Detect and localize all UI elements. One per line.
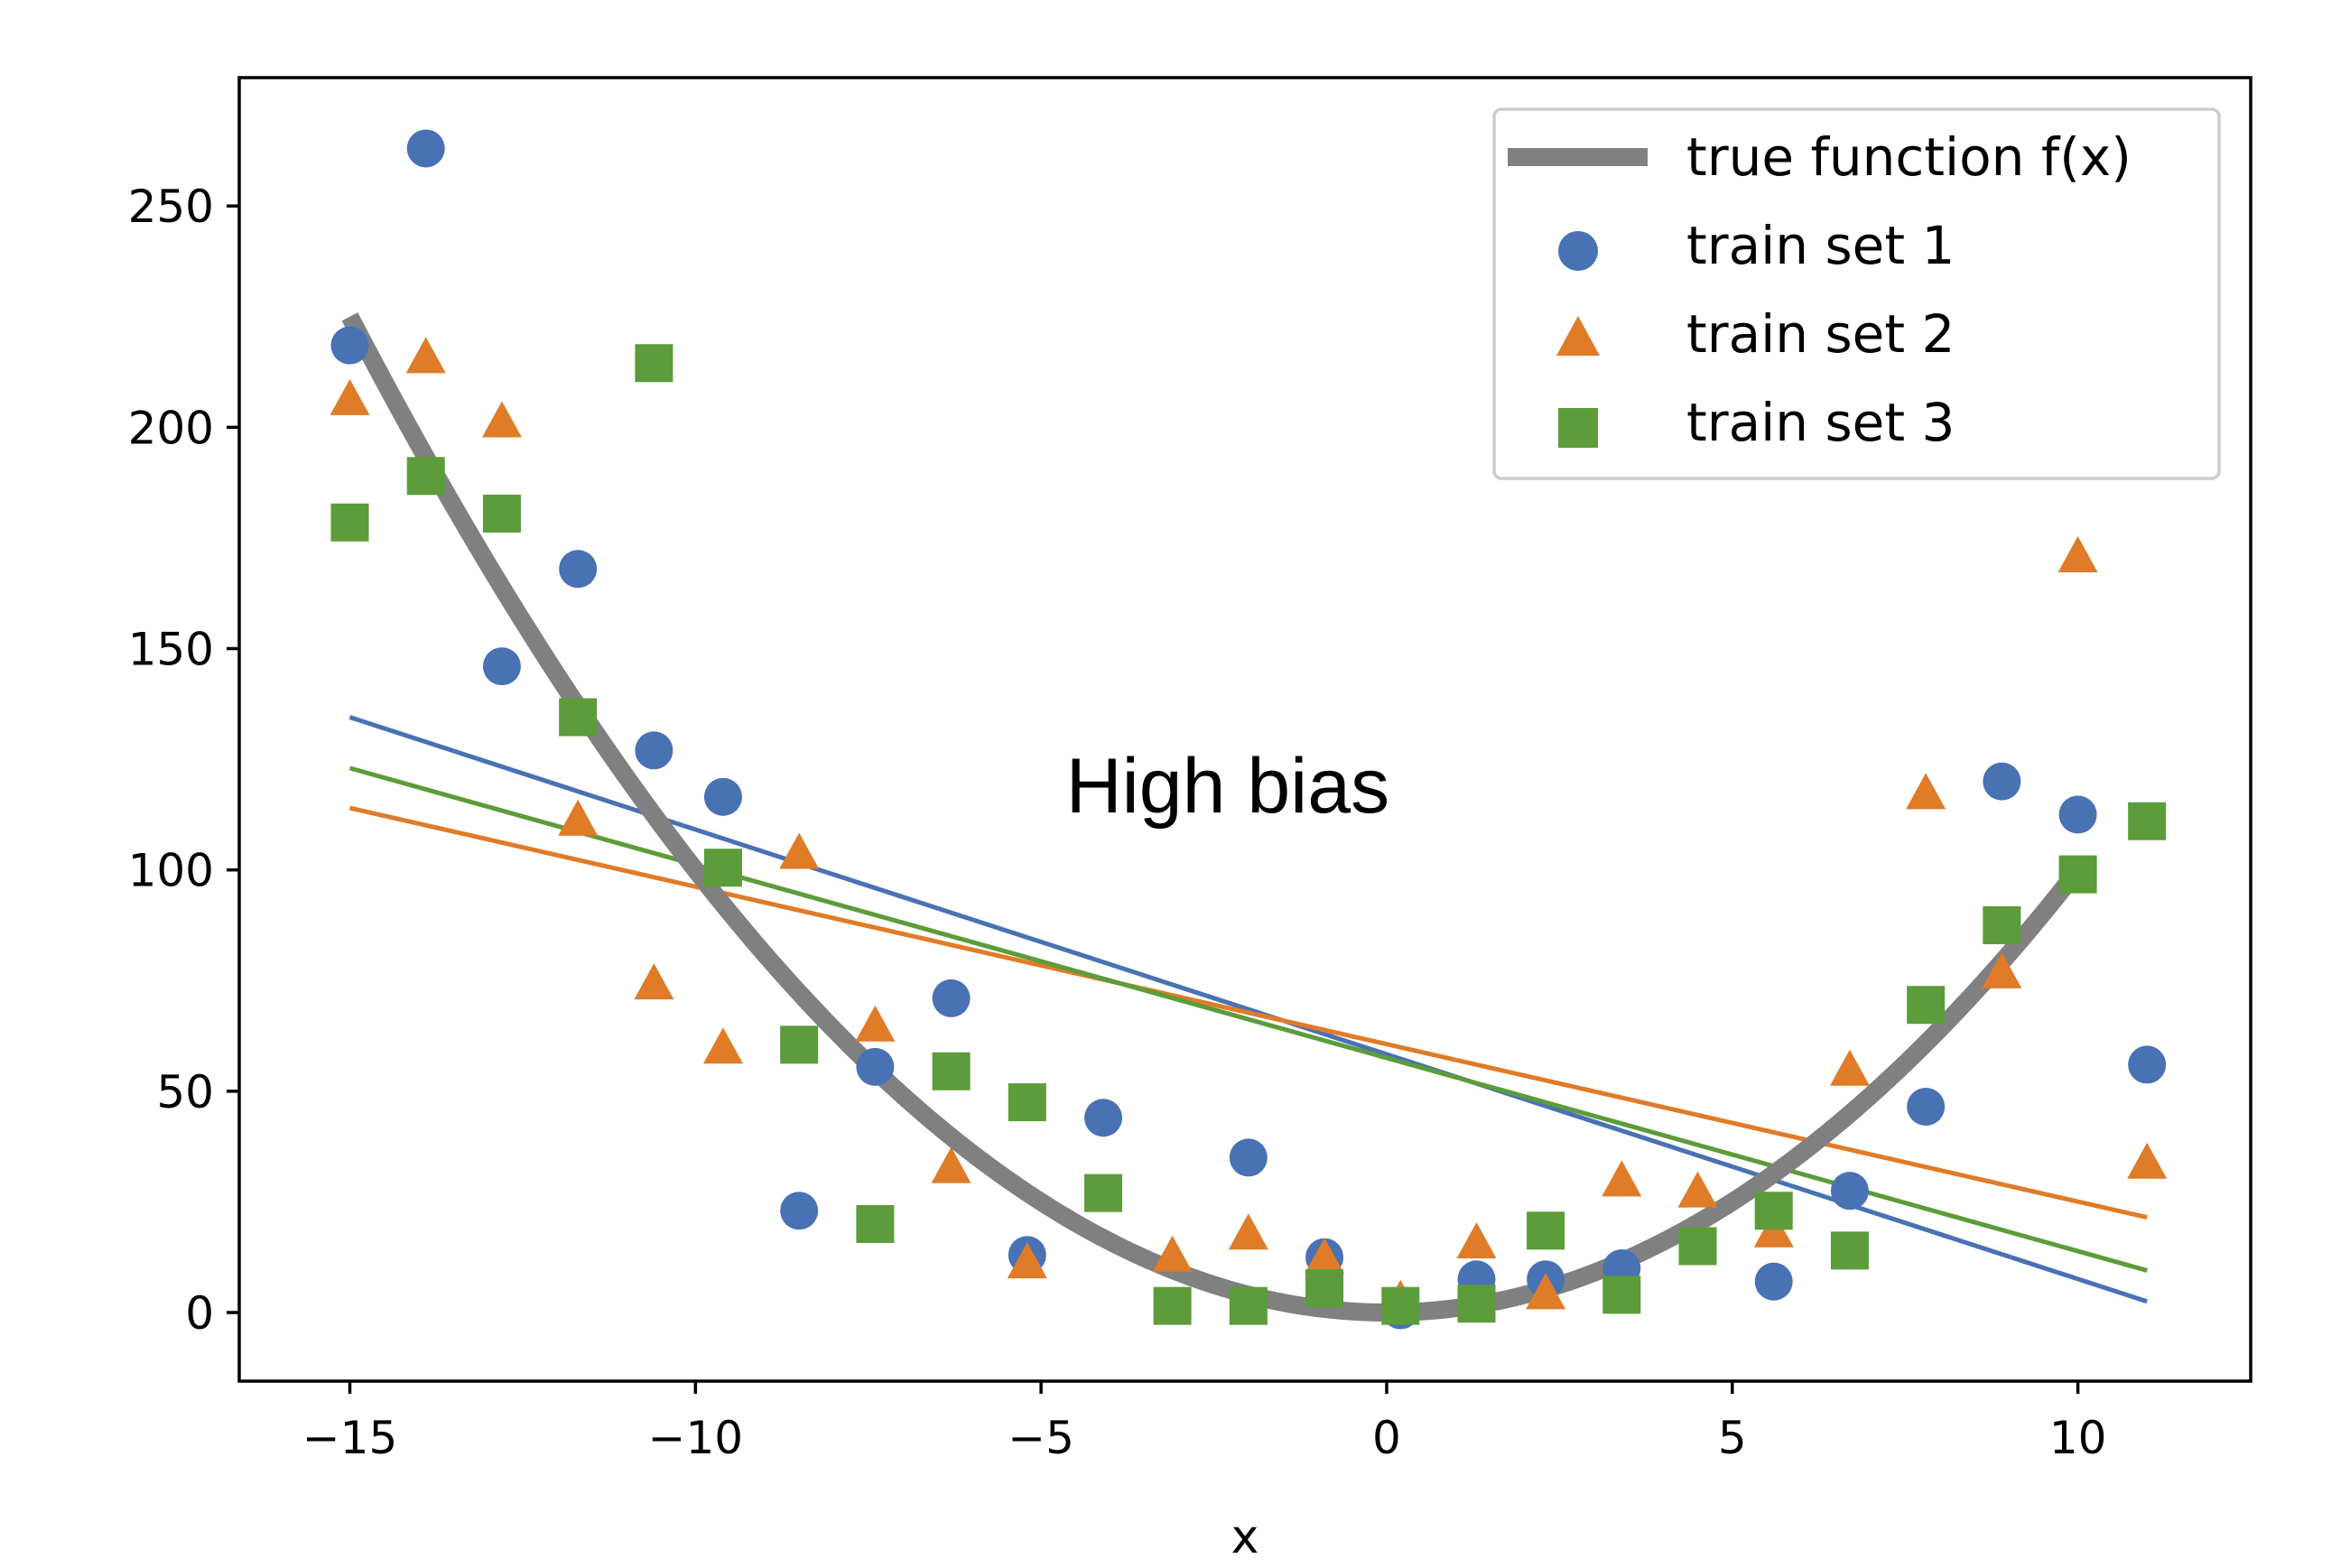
true-function-curve <box>341 312 2085 1322</box>
train-set-1-point <box>2058 795 2097 834</box>
x-axis-label: x <box>1231 1510 1259 1564</box>
fit-line-train-set-2 <box>348 805 2148 1220</box>
train-set-3-point <box>2128 802 2167 840</box>
y-tick-label: 0 <box>185 1287 214 1340</box>
train-set-2-point <box>855 1005 896 1042</box>
x-tick-label: −5 <box>1008 1412 1074 1464</box>
train-set-2-point <box>2127 1142 2168 1179</box>
x-tick-label: 10 <box>2049 1412 2107 1464</box>
legend-true-function-label: true function f(x) <box>1686 126 2132 188</box>
train-set-2-point <box>2057 536 2098 572</box>
train-set-3-point <box>1381 1286 1420 1325</box>
train-set-1-point <box>2128 1045 2167 1084</box>
train-set-3-point <box>780 1025 819 1064</box>
train-set-3-point <box>635 344 673 383</box>
train-set-2-point <box>634 963 674 1000</box>
data-markers <box>330 129 2168 1330</box>
x-tick-label: −15 <box>302 1412 398 1464</box>
train-set-2-point <box>558 799 599 836</box>
train-set-1-point <box>482 647 521 686</box>
train-set-3-point <box>1527 1211 1565 1250</box>
legend-train-set-1-marker <box>1558 231 1598 271</box>
train-set-1-point <box>330 326 369 365</box>
train-set-1-point <box>780 1192 819 1230</box>
legend-train-set-3-marker <box>1558 408 1598 448</box>
train-set-3-point <box>1602 1276 1641 1314</box>
y-tick-label: 250 <box>128 181 214 233</box>
train-set-2-point <box>779 832 820 869</box>
train-set-3-point <box>330 503 369 542</box>
train-set-1-point <box>406 129 445 168</box>
train-set-3-point <box>1008 1083 1046 1122</box>
train-set-1-point <box>856 1047 895 1086</box>
y-tick-label: 200 <box>128 402 214 454</box>
legend-train-set-3-label: train set 3 <box>1686 392 1955 453</box>
train-set-3-point <box>1153 1286 1192 1325</box>
train-set-2-point <box>1982 951 2022 988</box>
train-set-2-point <box>1906 773 1946 810</box>
x-tick-label: −10 <box>648 1412 744 1464</box>
train-set-2-point <box>1526 1273 1566 1310</box>
legend-train-set-2-label: train set 2 <box>1686 303 1955 365</box>
y-tick-label: 150 <box>128 624 214 676</box>
train-set-2-point <box>931 1146 971 1183</box>
train-set-3-point <box>932 1052 971 1090</box>
high-bias-annotation: High bias <box>1066 743 1390 830</box>
train-set-3-point <box>1229 1286 1268 1325</box>
train-set-3-point <box>482 494 521 533</box>
train-set-3-point <box>1830 1231 1869 1270</box>
train-set-3-point <box>1678 1227 1717 1266</box>
legend-train-set-2-marker <box>1556 316 1600 356</box>
train-set-3-point <box>559 698 598 737</box>
true-function <box>341 312 2085 1322</box>
train-set-2-point <box>330 378 370 415</box>
train-set-2-point <box>1007 1242 1047 1279</box>
train-set-2-point <box>1829 1049 1870 1086</box>
x-axis: −15 −10 −5 0 5 10 <box>302 1381 2107 1464</box>
plot-frame <box>237 76 2252 1383</box>
train-set-1-point <box>1084 1099 1123 1137</box>
train-set-3-point <box>1754 1192 1793 1230</box>
legend-train-set-1-label: train set 1 <box>1686 215 1955 276</box>
train-set-3-point <box>1084 1174 1123 1212</box>
y-tick-label: 100 <box>128 845 214 897</box>
train-set-1-point <box>1907 1088 1946 1126</box>
train-set-2-point <box>1152 1235 1193 1272</box>
train-set-1-point <box>932 979 971 1017</box>
train-set-1-point <box>559 550 598 589</box>
train-set-3-point <box>1907 986 1946 1025</box>
train-set-1-point <box>1754 1262 1793 1301</box>
train-set-2-point <box>405 337 446 374</box>
train-set-1-point <box>1229 1138 1268 1177</box>
train-set-3-point <box>703 849 742 887</box>
train-set-3-point <box>1983 905 2021 944</box>
train-set-3-point <box>406 457 445 496</box>
train-set-1-point <box>703 777 742 816</box>
train-set-3-point <box>1457 1285 1496 1323</box>
legend: true function f(x) train set 1 train set… <box>1492 107 2221 480</box>
legend-box <box>1492 107 2221 480</box>
train-set-2-point <box>1305 1238 1345 1275</box>
train-set-2-point <box>702 1027 743 1064</box>
y-axis: 0 50 100 150 200 250 <box>128 181 239 1340</box>
train-set-3-point <box>856 1204 895 1243</box>
train-set-2-point <box>481 401 522 438</box>
train-set-1-point <box>635 731 673 770</box>
train-set-3-point <box>2058 855 2097 894</box>
y-tick-label: 50 <box>156 1066 214 1118</box>
train-set-2-point <box>1602 1160 1642 1197</box>
x-tick-label: 0 <box>1372 1412 1401 1464</box>
x-tick-label: 5 <box>1718 1412 1747 1464</box>
train-set-2-point <box>1456 1222 1497 1258</box>
train-set-2-point <box>1228 1213 1268 1250</box>
train-set-1-point <box>1983 762 2021 801</box>
train-set-1-point <box>1830 1172 1869 1211</box>
train-set-2-point <box>1677 1171 1718 1208</box>
train-set-3-point <box>1305 1269 1344 1308</box>
